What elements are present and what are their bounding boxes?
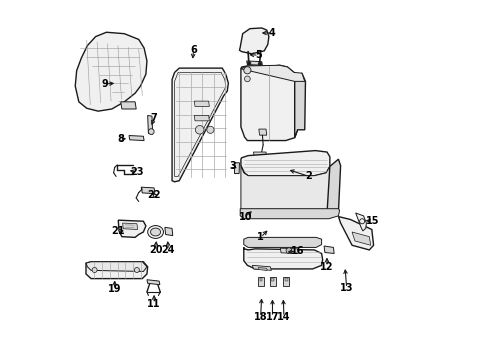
Circle shape <box>244 76 250 82</box>
Circle shape <box>247 61 250 65</box>
Polygon shape <box>240 209 339 219</box>
Polygon shape <box>338 217 373 250</box>
Polygon shape <box>246 61 262 65</box>
Polygon shape <box>194 116 209 121</box>
Text: 11: 11 <box>147 299 161 309</box>
Text: 19: 19 <box>108 284 121 294</box>
Polygon shape <box>284 278 287 282</box>
Circle shape <box>148 129 154 134</box>
Text: 17: 17 <box>265 312 279 322</box>
Ellipse shape <box>147 226 163 238</box>
Polygon shape <box>282 277 289 286</box>
Circle shape <box>206 126 214 134</box>
Polygon shape <box>141 187 155 194</box>
Polygon shape <box>194 101 209 107</box>
Polygon shape <box>257 277 264 286</box>
Text: 2: 2 <box>305 171 312 181</box>
Polygon shape <box>324 246 333 253</box>
Polygon shape <box>121 102 136 109</box>
Polygon shape <box>259 278 262 282</box>
Polygon shape <box>86 262 147 279</box>
Polygon shape <box>241 166 329 216</box>
Text: 16: 16 <box>290 246 304 256</box>
Text: 13: 13 <box>339 283 353 293</box>
Polygon shape <box>241 150 329 176</box>
Polygon shape <box>234 163 239 174</box>
Text: 12: 12 <box>320 262 333 272</box>
Polygon shape <box>172 68 228 182</box>
Text: 7: 7 <box>150 113 157 123</box>
Polygon shape <box>241 65 304 81</box>
Polygon shape <box>147 116 152 134</box>
Polygon shape <box>280 248 298 253</box>
Circle shape <box>244 67 250 74</box>
Polygon shape <box>355 213 366 231</box>
Polygon shape <box>351 232 370 245</box>
Polygon shape <box>271 278 274 282</box>
Polygon shape <box>129 135 144 140</box>
Polygon shape <box>118 220 145 237</box>
Polygon shape <box>239 28 268 54</box>
Polygon shape <box>252 265 271 270</box>
Polygon shape <box>253 152 266 158</box>
Polygon shape <box>86 262 147 271</box>
Text: 4: 4 <box>268 28 275 38</box>
Polygon shape <box>294 73 305 138</box>
Polygon shape <box>244 247 322 269</box>
Polygon shape <box>75 32 147 111</box>
Polygon shape <box>258 267 266 270</box>
Text: 3: 3 <box>229 161 236 171</box>
Circle shape <box>134 267 139 273</box>
Text: 5: 5 <box>255 50 262 60</box>
Text: 8: 8 <box>117 134 124 144</box>
Polygon shape <box>244 237 321 247</box>
Polygon shape <box>258 129 266 135</box>
Polygon shape <box>241 65 297 140</box>
Polygon shape <box>147 280 160 285</box>
Text: 22: 22 <box>147 190 161 200</box>
Text: 1: 1 <box>257 232 264 242</box>
Text: 14: 14 <box>277 312 290 322</box>
Text: 9: 9 <box>102 79 108 89</box>
Text: 15: 15 <box>366 216 379 226</box>
Polygon shape <box>269 277 276 286</box>
Polygon shape <box>122 223 137 229</box>
Ellipse shape <box>150 228 160 236</box>
Circle shape <box>285 248 291 253</box>
Polygon shape <box>326 159 340 214</box>
Text: 18: 18 <box>253 312 267 322</box>
Polygon shape <box>164 227 172 235</box>
Text: 21: 21 <box>111 226 125 236</box>
Text: 6: 6 <box>190 45 197 55</box>
Circle shape <box>258 62 261 66</box>
Text: 24: 24 <box>162 245 175 255</box>
Circle shape <box>92 267 97 273</box>
Circle shape <box>195 126 203 134</box>
Text: 10: 10 <box>238 212 251 221</box>
Text: 20: 20 <box>148 245 162 255</box>
Text: 23: 23 <box>130 167 143 177</box>
